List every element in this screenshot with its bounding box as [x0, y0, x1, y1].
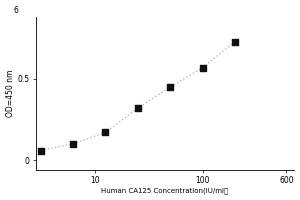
Point — [135, 107, 140, 110]
X-axis label: Human CA125 Concentration(IU/ml）: Human CA125 Concentration(IU/ml） — [101, 188, 229, 194]
Point — [70, 142, 75, 145]
Text: 6: 6 — [14, 6, 19, 15]
Point — [232, 40, 237, 43]
Point — [38, 149, 43, 152]
Point — [200, 66, 205, 69]
Point — [168, 85, 172, 89]
Y-axis label: OD=450 nm: OD=450 nm — [6, 70, 15, 117]
Point — [103, 131, 108, 134]
